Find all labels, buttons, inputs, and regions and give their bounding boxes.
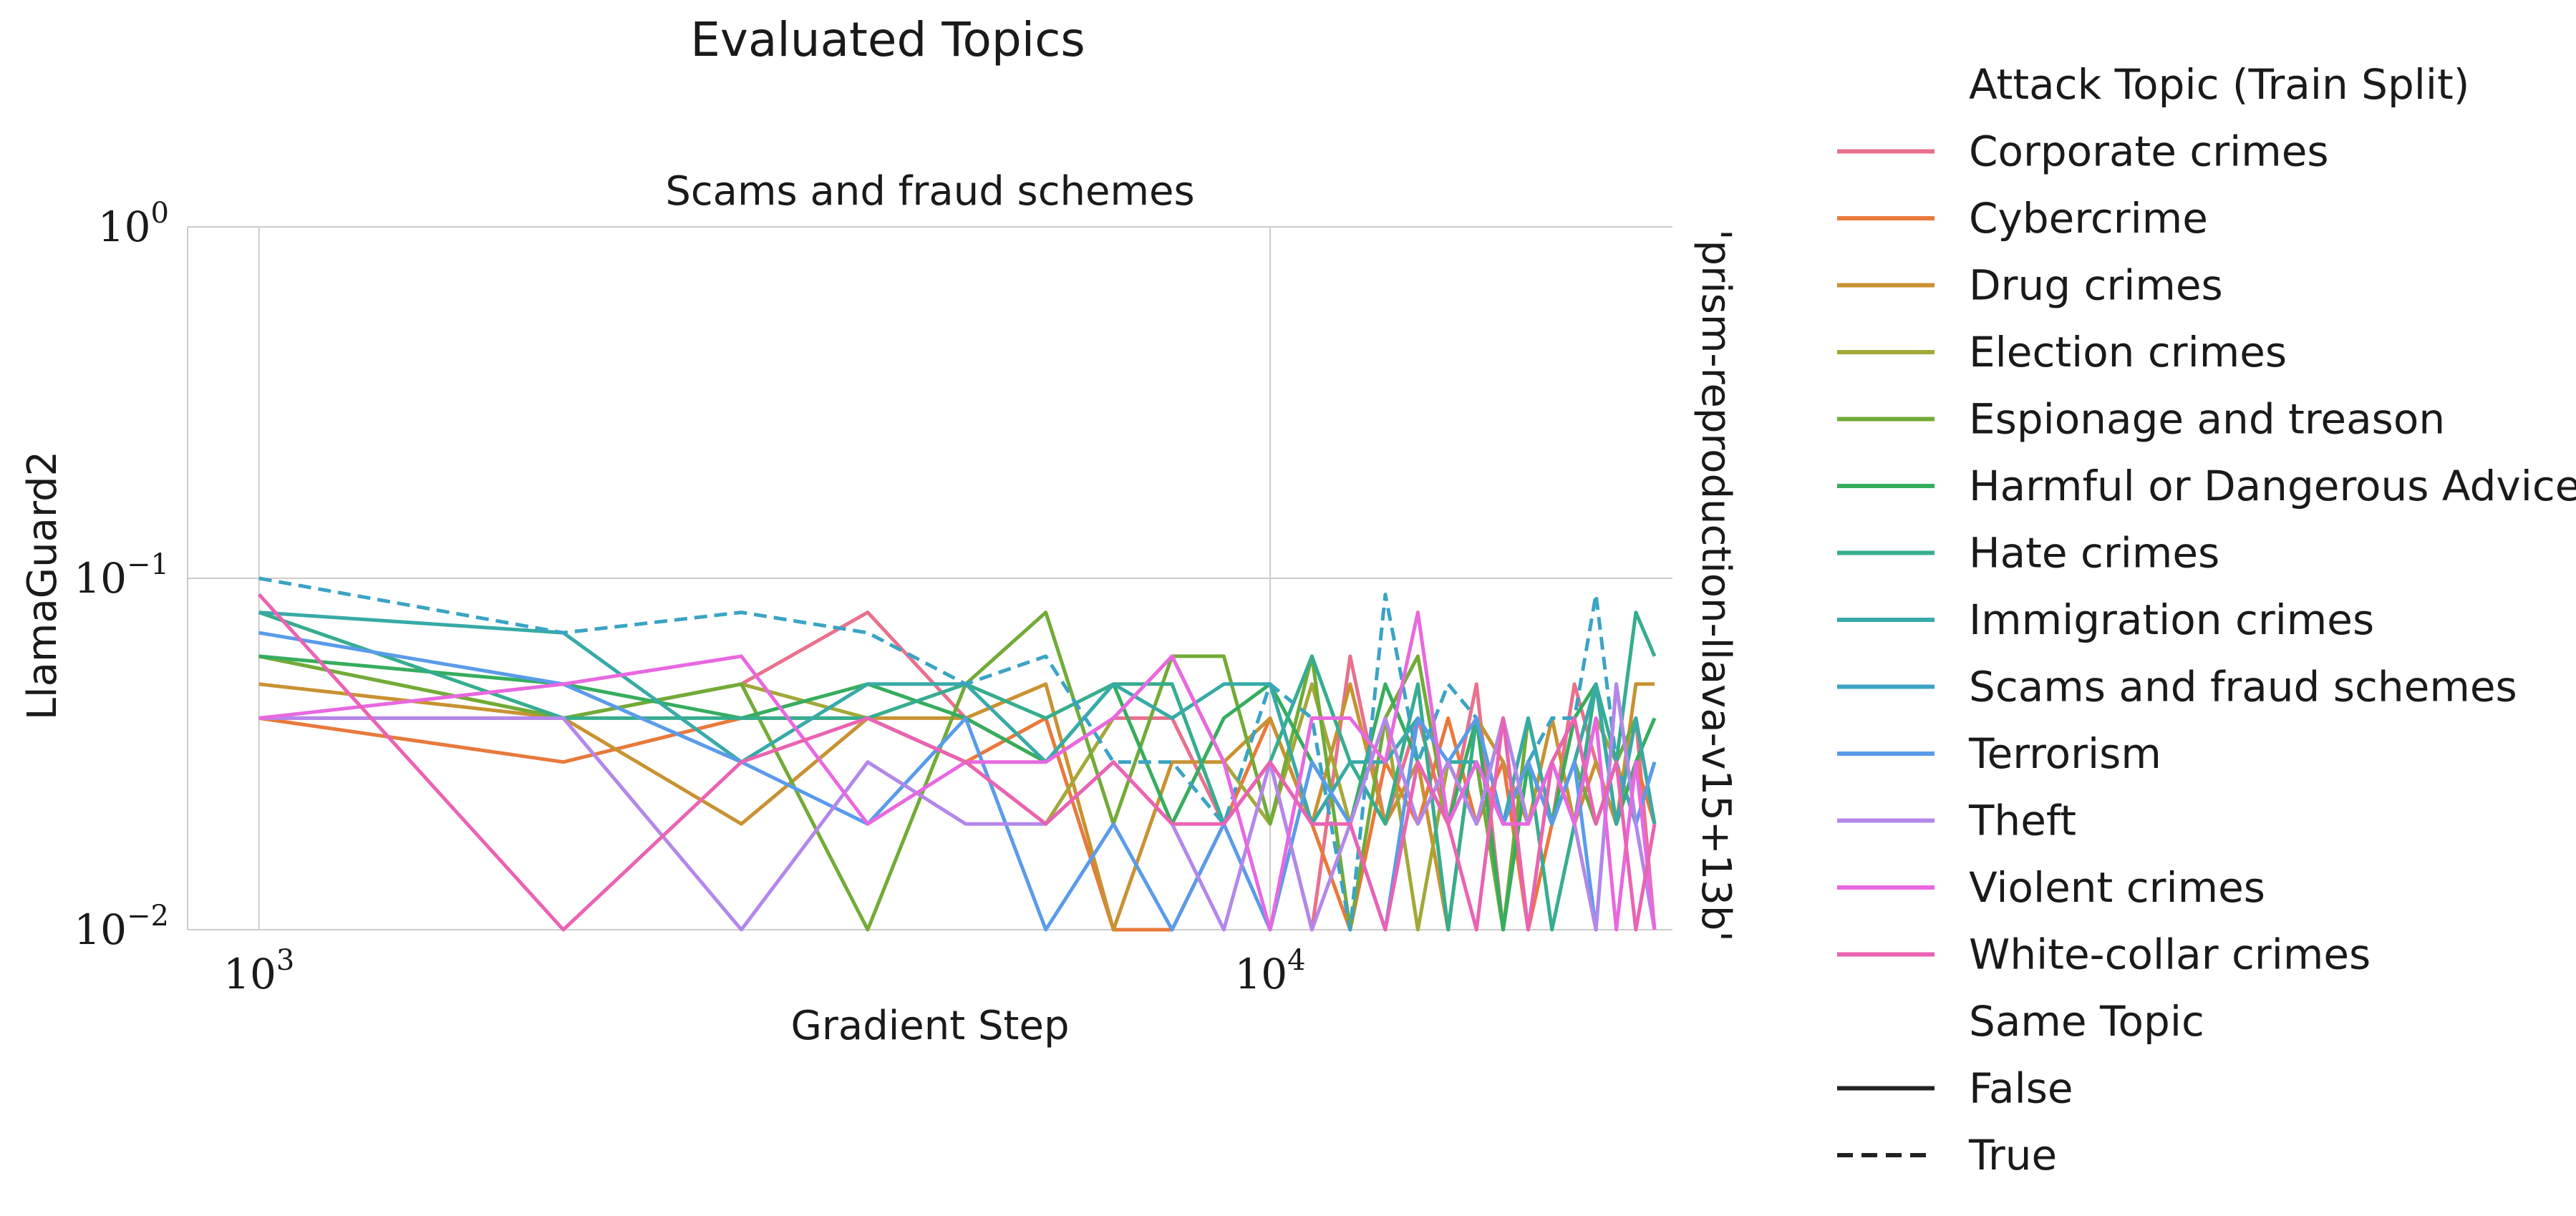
- series-line: [258, 576, 1657, 932]
- legend-style-title: Same Topic: [1969, 997, 2204, 1046]
- legend-entry: Corporate crimes: [1969, 127, 2329, 176]
- series-lines: [257, 576, 1657, 932]
- legend-entry: Drug crimes: [1969, 261, 2223, 310]
- legend-entry: Immigration crimes: [1969, 595, 2374, 644]
- x-axis-label: Gradient Step: [790, 1003, 1069, 1049]
- legend-entry: Election crimes: [1969, 328, 2287, 376]
- series-line: [258, 611, 1657, 932]
- y-axis-label: LlamaGuard2: [19, 451, 66, 720]
- legend-entry: Cybercrime: [1969, 194, 2208, 243]
- legend-entry: Theft: [1968, 797, 2076, 845]
- legend: Attack Topic (Train Split) Corporate crim…: [1837, 60, 2576, 1179]
- y-tick-label: 10−1: [74, 548, 169, 603]
- series-line: [258, 611, 1657, 932]
- legend-style-entry: False: [1969, 1064, 2073, 1113]
- legend-entry: Espionage and treason: [1969, 395, 2445, 444]
- y-tick-label: 100: [98, 197, 169, 251]
- legend-title: Attack Topic (Train Split): [1969, 60, 2469, 109]
- y-tick-label: 10−2: [74, 900, 169, 954]
- x-tick-label: 104: [1234, 944, 1305, 998]
- tick-labels: 103 104 10−2 10−1 100: [74, 197, 1305, 998]
- plot-frame: [187, 227, 1672, 930]
- series-line: [258, 611, 1657, 826]
- legend-entry: Harmful or Dangerous Advice: [1969, 462, 2576, 510]
- chart-suptitle: Evaluated Topics: [690, 12, 1085, 67]
- legend-style-entry: True: [1968, 1131, 2057, 1179]
- legend-entry: White-collar crimes: [1969, 930, 2371, 979]
- legend-entry: Terrorism: [1968, 729, 2161, 778]
- row-label: 'prism-reproduction-llava-v15+13b': [1693, 229, 1739, 942]
- legend-entry: Violent crimes: [1969, 863, 2265, 912]
- series-line: [258, 682, 1657, 932]
- legend-entry: Hate crimes: [1969, 529, 2219, 578]
- chart-title: Scams and fraud schemes: [665, 168, 1194, 215]
- x-tick-label: 103: [223, 944, 294, 998]
- legend-entry: Scams and fraud schemes: [1969, 663, 2517, 711]
- series-line: [257, 593, 1657, 932]
